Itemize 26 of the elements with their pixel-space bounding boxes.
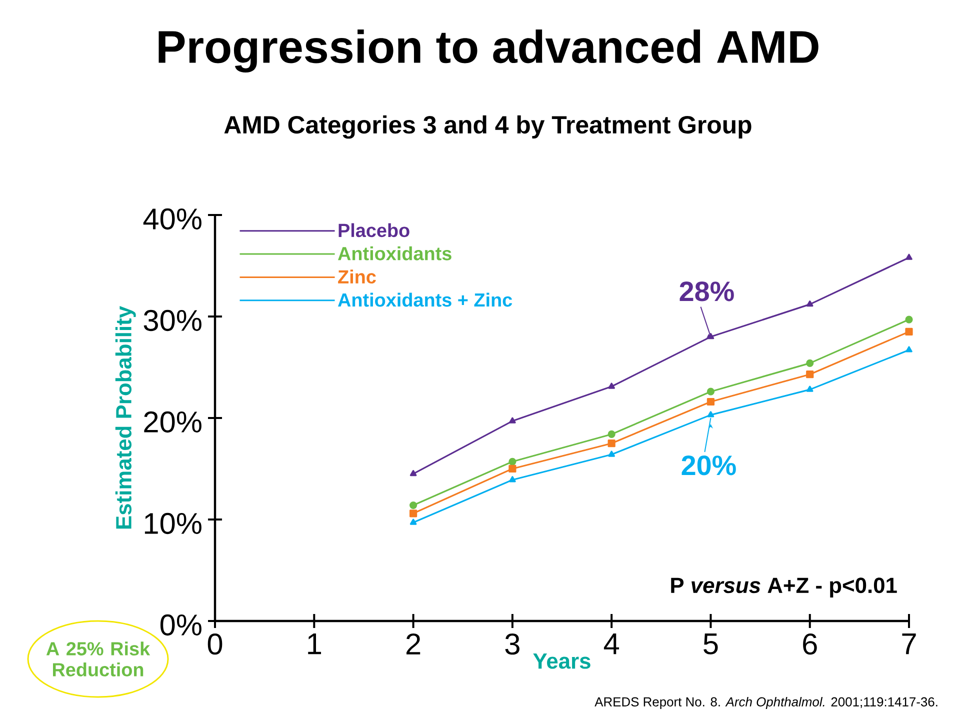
text: Placebo [338,223,410,238]
x-tick-label: 3 [505,634,520,655]
annotation: 20% [682,456,736,476]
text: A 25% Risk Reduction [46,642,150,676]
annotation: P versus A+Z - p<0.01 [671,578,897,598]
x-tick-label: 2 [406,634,420,654]
chart-title: Progression to advanced AMD [158,30,818,72]
x-tick-label: 4 [604,634,620,654]
text: AREDS Report No. 8. Arch Ophthalmol. 2001;119:1417-36. [594,696,938,710]
y-tick-label: 40% [143,208,202,230]
x-tick-label: 7 [902,634,916,654]
y-axis-title: Estimated Probability [115,306,136,529]
x-tick-label: 1 [308,634,322,654]
text: Antioxidants [338,246,452,260]
text: Zinc [338,270,376,284]
x-tick-label: 5 [704,634,718,654]
chart-subtitle: AMD Categories 3 and 4 by Treatment Group [224,115,752,139]
y-tick-label: 10% [144,512,202,534]
x-tick-label: 0 [208,634,222,655]
text: Antioxidants + Zinc [338,292,512,307]
x-axis-title: Years [533,654,590,669]
x-tick-label: 6 [803,634,817,655]
y-tick-label: 30% [144,310,202,332]
annotation: 28% [680,282,734,302]
y-tick-label: 20% [144,411,202,433]
y-tick-label: 0% [160,614,202,636]
